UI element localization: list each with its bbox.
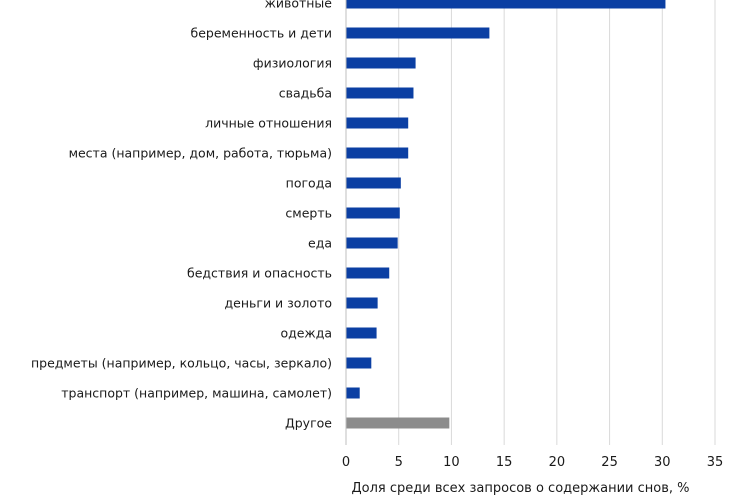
x-axis-title: Доля среди всех запросов о содержании сн…	[352, 481, 690, 496]
x-tick-label: 15	[496, 455, 513, 470]
category-label: транспорт (например, машина, самолет)	[61, 386, 332, 401]
category-label: еда	[308, 236, 332, 251]
category-label: предметы (например, кольцо, часы, зеркал…	[31, 356, 332, 371]
category-label: места (например, дом, работа, тюрьма)	[69, 146, 332, 161]
x-tick-label: 25	[601, 455, 618, 470]
x-tick-label: 10	[443, 455, 460, 470]
category-label: беременность и дети	[191, 26, 332, 41]
bar	[346, 147, 409, 159]
bar	[346, 237, 398, 249]
bars	[346, 0, 666, 429]
bar	[346, 0, 666, 9]
bar	[346, 417, 450, 429]
category-label: бедствия и опасность	[187, 266, 332, 281]
category-label: Другое	[285, 416, 332, 431]
category-label: одежда	[280, 326, 332, 341]
x-tick-labels: 0 5 10 15 20 25 30 35	[342, 455, 723, 470]
bar	[346, 57, 416, 69]
x-tick-label: 5	[395, 455, 403, 470]
x-tick-label: 35	[707, 455, 724, 470]
gridlines	[398, 0, 716, 445]
bar	[346, 207, 400, 219]
x-tick-label: 20	[549, 455, 566, 470]
category-label: физиология	[253, 56, 332, 71]
category-label: животные	[265, 0, 333, 11]
bar	[346, 87, 414, 99]
bar	[346, 267, 390, 279]
category-label: погода	[286, 176, 332, 191]
category-label: личные отношения	[205, 116, 332, 131]
x-tick-label: 0	[342, 455, 350, 470]
bar	[346, 387, 360, 399]
bar	[346, 27, 490, 39]
x-tick-label: 30	[654, 455, 671, 470]
bar	[346, 357, 372, 369]
category-label: свадьба	[279, 86, 332, 101]
category-label: деньги и золото	[225, 296, 333, 311]
category-label: смерть	[285, 206, 332, 221]
bar	[346, 117, 409, 129]
bar	[346, 327, 377, 339]
category-labels: животные беременность и дети физиология сва…	[31, 0, 332, 431]
bar	[346, 297, 378, 309]
bar	[346, 177, 401, 189]
